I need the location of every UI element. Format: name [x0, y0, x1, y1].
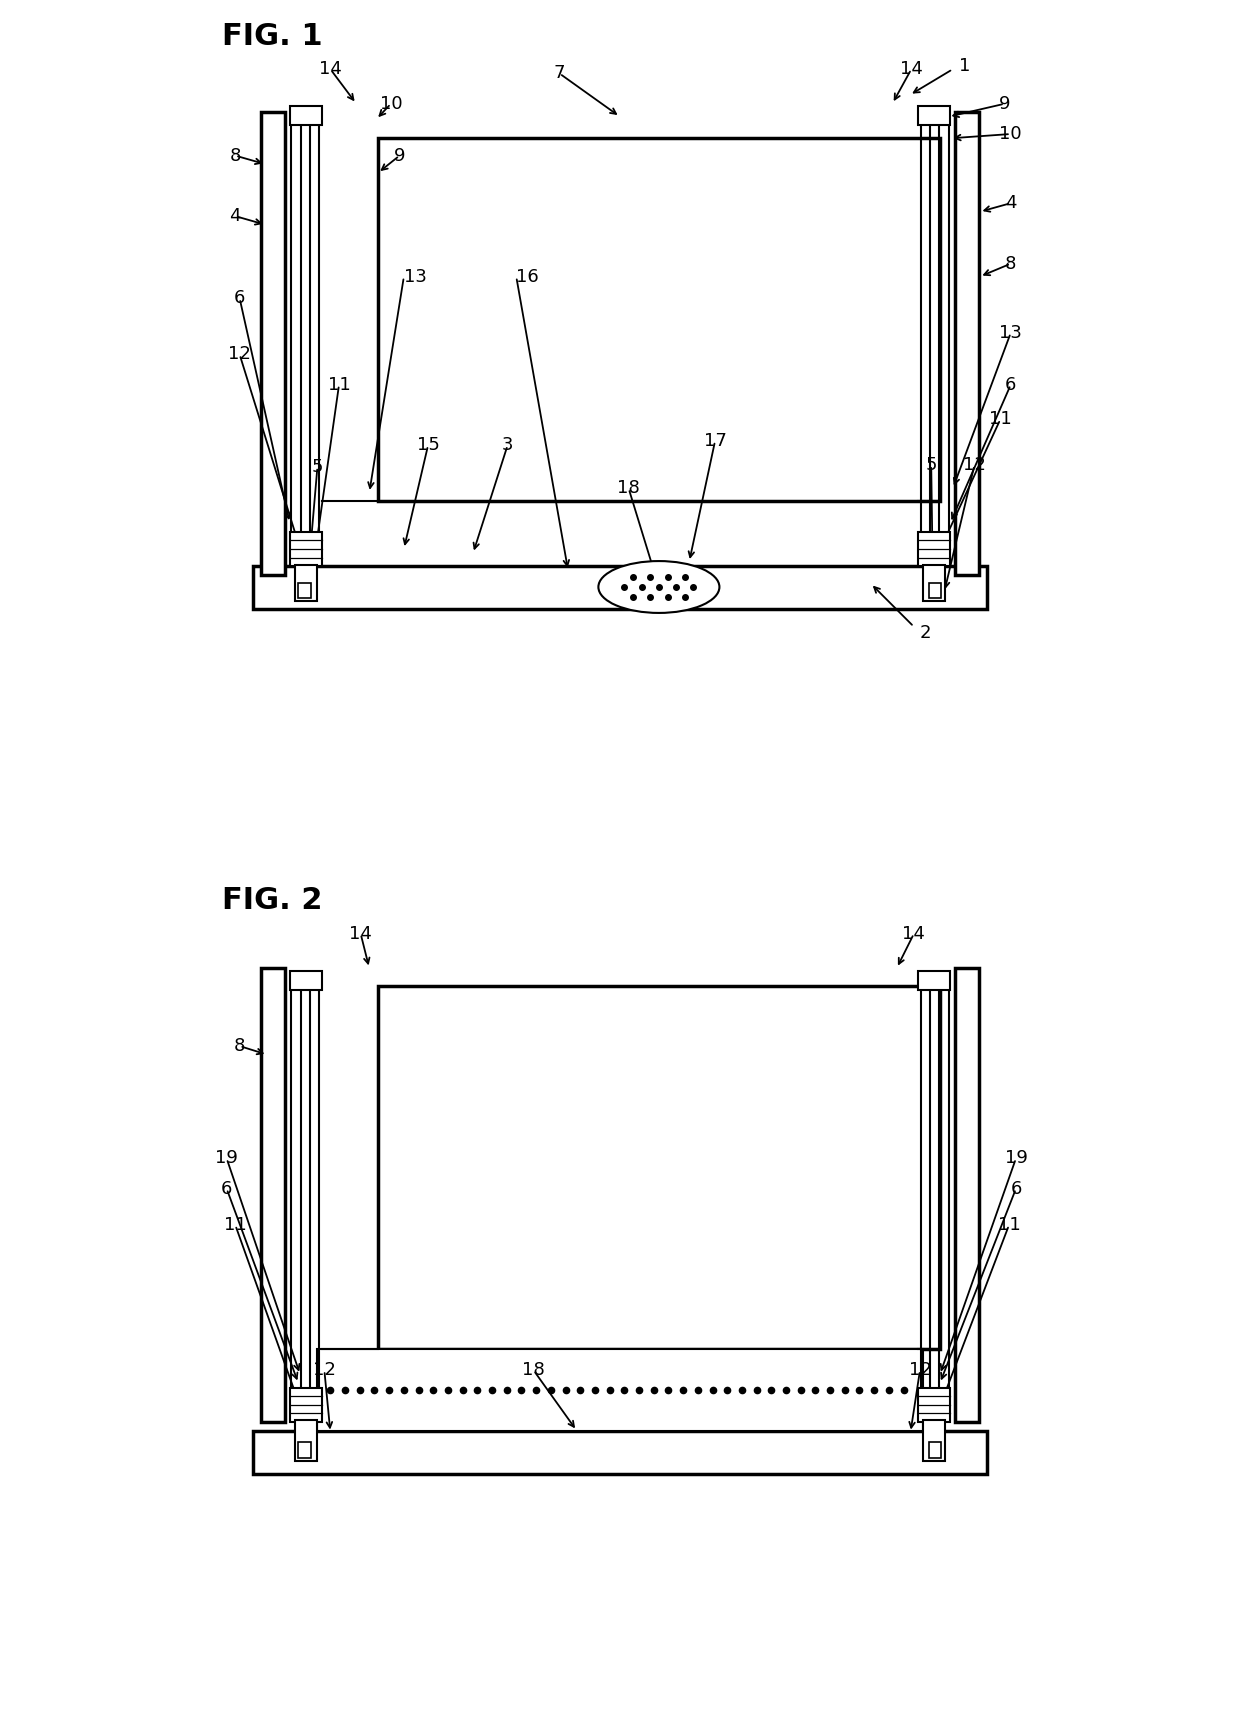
Bar [955, 112, 978, 574]
Text: 19: 19 [216, 1150, 238, 1167]
Bar [924, 1421, 945, 1461]
Text: 11: 11 [327, 375, 351, 394]
Text: 16: 16 [516, 268, 539, 285]
Text: 6: 6 [234, 289, 246, 308]
Text: 18: 18 [522, 1361, 544, 1380]
Bar [919, 1387, 950, 1421]
Text: 12: 12 [312, 1361, 336, 1380]
Bar [317, 1349, 923, 1432]
Text: 13: 13 [404, 268, 427, 285]
Text: 11: 11 [224, 1215, 247, 1235]
Bar [299, 1442, 310, 1458]
Bar [929, 583, 941, 598]
Text: 13: 13 [999, 323, 1022, 342]
Text: 14: 14 [900, 61, 923, 78]
Text: 5: 5 [311, 458, 324, 475]
Bar [290, 533, 321, 567]
Text: 2: 2 [920, 624, 931, 641]
Text: 6: 6 [221, 1179, 232, 1198]
Text: 4: 4 [1004, 194, 1017, 213]
Bar [924, 564, 945, 600]
Text: 14: 14 [319, 61, 342, 78]
Text: 10: 10 [999, 124, 1022, 144]
Text: 5: 5 [925, 456, 937, 474]
Bar [295, 1421, 316, 1461]
Text: 11: 11 [990, 410, 1012, 429]
Bar [290, 107, 321, 126]
Bar [919, 107, 950, 126]
Text: 12: 12 [909, 1361, 931, 1380]
Text: 8: 8 [234, 1037, 246, 1055]
Text: 8: 8 [229, 147, 241, 164]
Text: 12: 12 [228, 346, 250, 363]
Bar [299, 583, 310, 598]
Text: 9: 9 [999, 95, 1011, 112]
Text: 3: 3 [502, 436, 513, 455]
Text: 4: 4 [229, 207, 241, 225]
Bar [955, 968, 978, 1421]
Text: 15: 15 [417, 436, 439, 455]
Bar [290, 1387, 321, 1421]
Ellipse shape [599, 562, 719, 614]
Bar [253, 567, 987, 610]
Text: 11: 11 [998, 1215, 1021, 1235]
Text: 1: 1 [959, 57, 970, 74]
Text: 9: 9 [394, 147, 405, 164]
Text: 6: 6 [1006, 375, 1017, 394]
Text: 7: 7 [554, 64, 565, 83]
Text: 12: 12 [963, 456, 986, 474]
Bar [929, 1442, 941, 1458]
Text: 14: 14 [350, 925, 372, 942]
Bar [919, 972, 950, 989]
Bar [290, 972, 321, 989]
Text: 19: 19 [1004, 1150, 1028, 1167]
Text: FIG. 2: FIG. 2 [222, 887, 322, 915]
Text: 6: 6 [1011, 1179, 1022, 1198]
Text: 14: 14 [903, 925, 925, 942]
Bar [378, 138, 940, 501]
Bar [378, 986, 940, 1349]
Bar [262, 968, 285, 1421]
Text: 10: 10 [379, 95, 402, 112]
Bar [295, 564, 316, 600]
Text: FIG. 1: FIG. 1 [222, 22, 322, 50]
Text: 18: 18 [618, 479, 640, 498]
Bar [253, 1432, 987, 1473]
Bar [919, 533, 950, 567]
Bar [262, 112, 285, 574]
Text: 17: 17 [703, 432, 727, 450]
Text: 8: 8 [1006, 254, 1017, 273]
